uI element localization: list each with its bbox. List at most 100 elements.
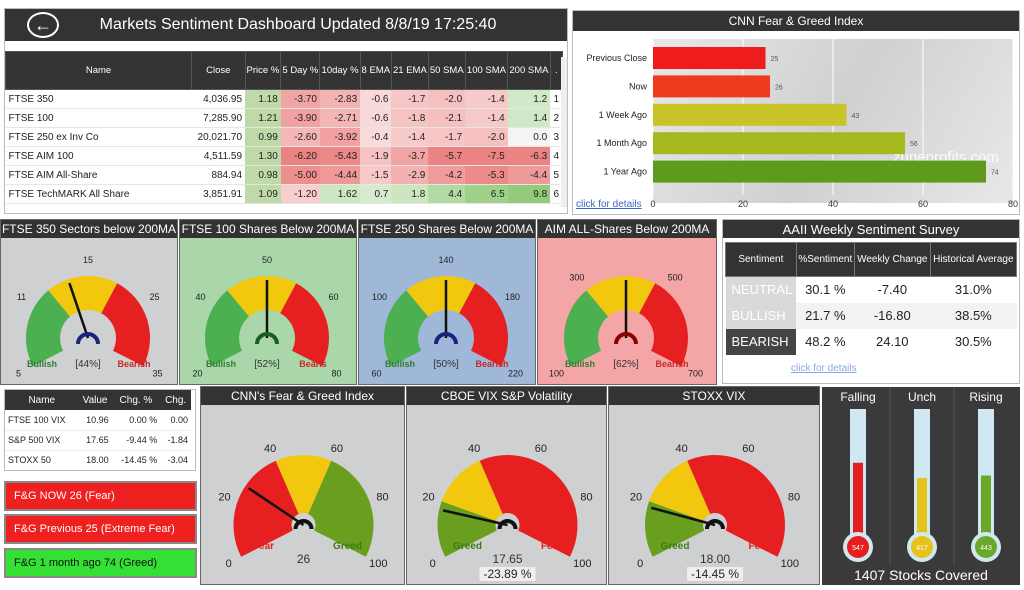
gauge-segment <box>233 460 299 557</box>
aaii-column-header[interactable]: Sentiment <box>725 242 797 277</box>
thermo-value: 547 <box>852 545 864 552</box>
table-cell-name: FTSE AIM 100 <box>5 146 192 166</box>
gauge-sub-bg <box>479 567 536 581</box>
aaii-row: BULLISH 21.7 % -16.80 38.5% <box>725 302 1017 329</box>
table-cell-rank: 6 <box>550 184 563 204</box>
gauge-segment <box>308 460 374 557</box>
gauge-value: [62%] <box>613 359 639 370</box>
thermo-bulb <box>975 536 997 558</box>
table-cell-e8: -0.6 <box>360 108 392 128</box>
category-label: Now <box>629 81 648 91</box>
gauge-tick-label: 60 <box>328 292 338 302</box>
table-scrollbar[interactable] <box>561 57 567 207</box>
bar[interactable] <box>653 132 905 155</box>
table-cell-price: 0.98 <box>245 165 281 185</box>
bar[interactable] <box>653 103 847 126</box>
column-header[interactable]: Close <box>191 51 246 90</box>
cnn-fear-greed-bar-chart: CNN Fear & Greed Index zuneprofits.com 0… <box>572 10 1020 215</box>
table-cell-rank: 1 <box>550 89 563 109</box>
gauge-tick-label: 180 <box>505 292 520 302</box>
gauge-hub <box>255 332 279 345</box>
table-cell-d5: -6.20 <box>280 146 320 166</box>
table-cell-e8: -0.6 <box>360 89 392 109</box>
gauge-right-label: Greed <box>333 541 362 552</box>
vix-cell-value: 17.65 <box>78 430 112 451</box>
table-row[interactable]: FTSE AIM All-Share 884.94 0.98 -5.00 -4.44 -1… <box>5 165 563 185</box>
table-cell-price: 1.21 <box>245 108 281 128</box>
table-row[interactable]: FTSE 100 7,285.90 1.21 -3.90 -2.71 -0.6 -1.8 -2… <box>5 108 563 128</box>
column-header[interactable]: 10day % <box>319 51 361 90</box>
table-cell-e21: -1.7 <box>391 89 429 109</box>
column-header[interactable]: 5 Day % <box>280 51 321 90</box>
vix-column-header[interactable]: Chg. % <box>111 390 161 410</box>
big-gauge-title: CNN's Fear & Greed Index <box>201 387 404 405</box>
thermo-fill <box>853 462 863 537</box>
gauge-tick-label: 100 <box>781 558 799 570</box>
category-label: 1 Year Ago <box>603 167 647 177</box>
gauge-right-label: Bearish <box>475 359 508 369</box>
column-header[interactable]: 100 SMA <box>464 51 509 90</box>
column-header[interactable]: 200 SMA <box>507 51 551 90</box>
column-header[interactable]: 21 EMA <box>390 51 429 90</box>
aaii-column-header[interactable]: %Sentiment <box>795 242 855 277</box>
table-row[interactable]: FTSE 250 ex Inv Co 20,021.70 0.99 -2.60 -3.9… <box>5 127 563 147</box>
vix-column-header[interactable]: Name <box>5 390 79 410</box>
bar[interactable] <box>653 75 770 98</box>
aaii-column-header[interactable]: Weekly Change <box>853 242 931 277</box>
gauge-value: 18.00 <box>700 552 730 566</box>
table-cell-rank: 2 <box>550 108 563 128</box>
aaii-row-label: NEUTRAL <box>725 276 797 303</box>
bar[interactable] <box>653 160 986 183</box>
gauge-value: [52%] <box>254 359 280 370</box>
table-cell-s50: -2.0 <box>428 89 466 109</box>
column-header[interactable]: 8 EMA <box>359 51 392 90</box>
aaii-row-label: BEARISH <box>725 328 797 355</box>
thermometer-svg: Falling 547 Unch 417 Rising 443 1407 Stocks Co… <box>840 387 1003 583</box>
column-header[interactable]: 50 SMA <box>427 51 466 90</box>
gauge-value: 26 <box>297 552 311 566</box>
bar-value-label: 26 <box>775 84 783 91</box>
aaii-cell-chg: -16.80 <box>854 302 931 329</box>
aaii-column-header[interactable]: Historical Average <box>929 242 1018 277</box>
vix-column-header[interactable]: Value <box>78 390 112 410</box>
table-cell-s200: 1.4 <box>507 108 551 128</box>
aaii-cell-pct: 48.2 % <box>805 334 846 349</box>
cnn-bar-chart-title: CNN Fear & Greed Index <box>573 11 1019 31</box>
gauge-panel: FTSE 350 Sectors below 200MA 5 11 15 25 35 Bul… <box>0 219 178 385</box>
gauge-hub <box>293 519 314 530</box>
vix-row: STOXX 50 18.00 -14.45 % -3.04 <box>5 450 191 470</box>
gauge-panel: FTSE 100 Shares Below 200MA 20 40 50 60 80 Bul… <box>179 219 357 385</box>
bar[interactable] <box>653 47 766 69</box>
gauge-tick-label: 80 <box>788 492 800 504</box>
thermo-fill <box>917 478 927 537</box>
gauge-tick-label: 40 <box>195 292 205 302</box>
table-row[interactable]: FTSE 350 4,036.95 1.18 -3.70 -2.83 -0.6 -1.7 -2… <box>5 89 563 109</box>
vix-row: FTSE 100 VIX 10.96 0.00 % 0.00 <box>5 410 191 431</box>
gauge-segment <box>205 290 250 367</box>
gauge-left-label: Fear <box>253 541 274 552</box>
gauge-tick-label: 60 <box>331 443 343 455</box>
column-header[interactable]: Name <box>5 51 192 90</box>
column-header[interactable]: Price % <box>244 51 282 90</box>
vix-column-header[interactable]: Chg. <box>160 390 191 410</box>
table-row[interactable]: FTSE AIM 100 4,511.59 1.30 -6.20 -5.43 -1.9 -3… <box>5 146 563 166</box>
table-row[interactable]: FTSE TechMARK All Share 3,851.91 1.09 -1.20… <box>5 184 563 204</box>
table-cell-d10: -2.71 <box>319 108 361 128</box>
click-for-details-link[interactable]: click for details <box>576 199 642 210</box>
table-cell-price: 0.99 <box>245 127 281 147</box>
gauge-tick-label: 11 <box>17 292 26 302</box>
vix-cell-value: 18.00 <box>78 450 112 470</box>
bar-value-label: 43 <box>852 113 860 120</box>
gauge-sub-bg <box>687 567 743 581</box>
aaii-details-link[interactable]: click for details <box>791 363 857 374</box>
back-arrow-icon[interactable]: ← <box>27 12 59 38</box>
gauge-hub <box>434 332 458 345</box>
gauge-title: FTSE 100 Shares Below 200MA <box>180 220 356 238</box>
x-tick-label: 20 <box>738 199 748 209</box>
big-gauge-svg: 0 20 40 60 80 100 Greed Fear 18.00-14.45 % <box>630 443 800 581</box>
gauge-tick-label: 700 <box>688 368 703 378</box>
gauge-tick-label: 0 <box>226 558 232 570</box>
vix-cell-name: S&P 500 VIX <box>5 430 79 451</box>
aaii-cell-avg: 30.5% <box>954 334 992 349</box>
gauge-right-label: Bearish <box>655 359 688 369</box>
